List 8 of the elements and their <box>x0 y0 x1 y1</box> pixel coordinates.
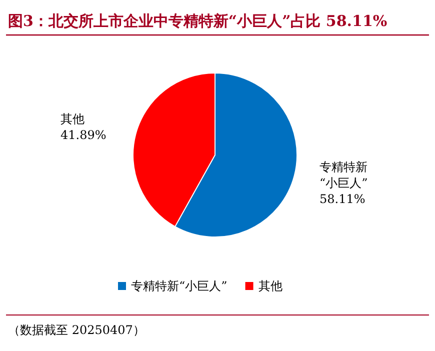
slice-label: 专精特新“小巨人” <box>320 160 368 190</box>
slice-label: 其他 <box>60 112 84 126</box>
text: （数据截至 20250407） <box>8 323 145 337</box>
data-label: 58.11% <box>320 192 366 206</box>
chart-title: 图3：北交所上市企业中专精特新“小巨人”占比 58.11% <box>8 12 388 30</box>
legend-label: 其他 <box>258 279 282 293</box>
data-label: 41.89% <box>60 128 106 142</box>
legend-label: 专精特新“小巨人” <box>131 279 228 293</box>
